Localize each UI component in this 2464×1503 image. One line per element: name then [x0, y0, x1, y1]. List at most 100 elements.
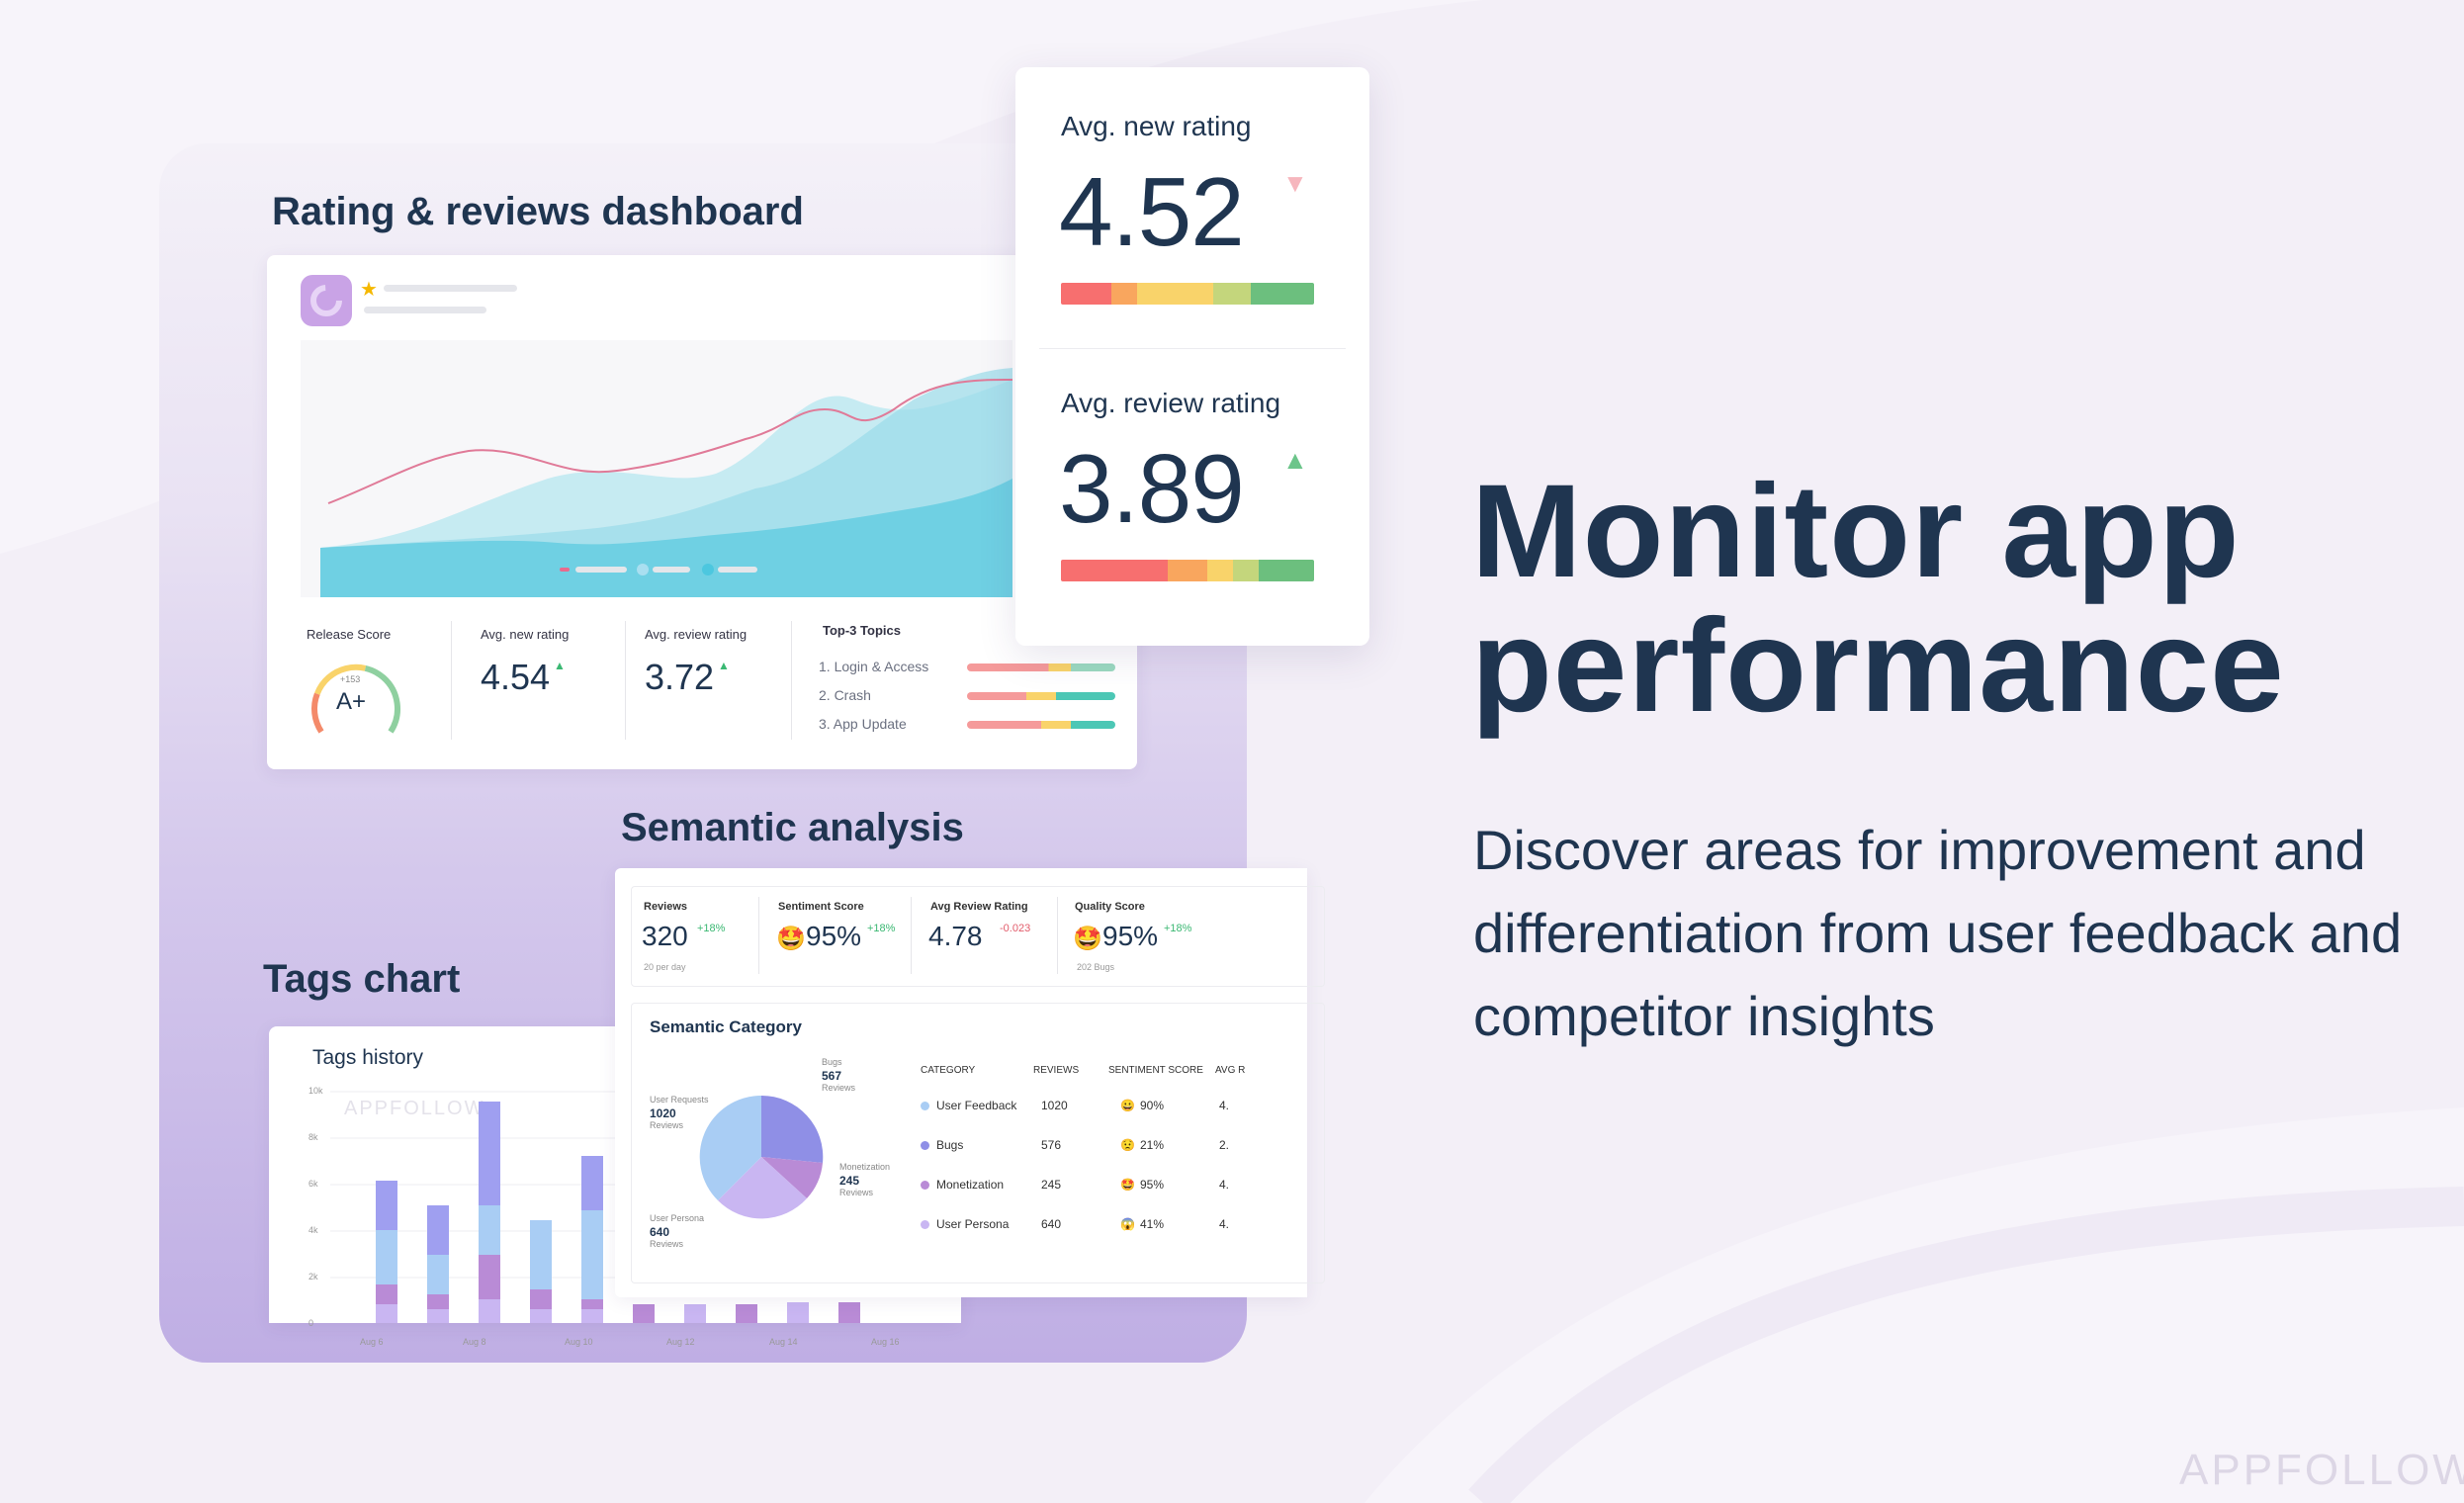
kpi-value: 4.78: [928, 921, 983, 951]
divider: [1039, 348, 1346, 349]
avg-review-rating-value: 3.89: [1059, 434, 1245, 543]
table-header: CATEGORY: [921, 1065, 976, 1076]
rating-segment: [1250, 283, 1314, 305]
tag-bar-segment: [633, 1304, 655, 1323]
category-name: Bugs: [936, 1138, 964, 1152]
pie-label-unit: Reviews: [839, 1188, 874, 1197]
tag-bar-segment: [376, 1181, 397, 1230]
tag-bar-segment: [479, 1102, 500, 1205]
rating-segment: [1111, 283, 1137, 305]
rating-segment: [1136, 283, 1213, 305]
rating-segment: [1212, 283, 1251, 305]
topic-sentiment-bar: [967, 721, 1115, 729]
dashboard-section-title: Rating & reviews dashboard: [272, 190, 804, 233]
topic-item: 3. App Update: [819, 716, 907, 732]
tag-bar-segment: [684, 1304, 706, 1323]
star-icon: ★: [360, 279, 378, 301]
pie-label-name: User Persona: [650, 1213, 705, 1223]
subheadline: Discover areas for improvement and diffe…: [1473, 819, 2403, 1047]
rating-segment: [1233, 560, 1259, 581]
table-header: SENTIMENT SCORE: [1108, 1065, 1203, 1076]
sentiment-emoji-icon: 😀: [1120, 1099, 1135, 1112]
y-tick-label: 4k: [308, 1225, 318, 1235]
avg-new-rating-value: 4.52: [1059, 157, 1245, 266]
tag-bar-segment: [581, 1210, 603, 1299]
top-topics-label: Top-3 Topics: [823, 623, 901, 638]
app-icon: [301, 275, 352, 326]
y-tick-label: 6k: [308, 1179, 318, 1189]
tag-bar-segment: [376, 1284, 397, 1304]
release-score-delta: +153: [340, 674, 361, 684]
avg-new-rating-label: Avg. new rating: [481, 627, 570, 642]
divider: [791, 621, 792, 740]
category-avg-rating: 4.: [1219, 1217, 1230, 1231]
category-sentiment: 95%: [1140, 1178, 1165, 1192]
tag-bar-segment: [479, 1299, 500, 1323]
sentiment-emoji-icon: 😱: [1120, 1217, 1135, 1231]
divider: [911, 897, 912, 974]
x-tick-label: Aug 8: [463, 1337, 486, 1347]
tag-bar-segment: [479, 1205, 500, 1255]
chart-legend: [560, 562, 817, 582]
trend-down-icon: ▼: [1282, 168, 1308, 198]
ratings-area-chart: [301, 340, 1013, 597]
tag-bar-segment: [736, 1304, 757, 1323]
release-score-label: Release Score: [307, 627, 392, 642]
avg-review-rating-label: Avg. review rating: [1061, 388, 1281, 418]
y-tick-label: 8k: [308, 1132, 318, 1142]
release-score-grade: A+: [336, 688, 367, 715]
sentiment-emoji-icon: 🤩: [1120, 1178, 1135, 1192]
y-tick-label: 2k: [308, 1272, 318, 1282]
dashboard-card: ★ Release Score +153 A+ Avg. new rati: [267, 255, 1137, 769]
subtitle-placeholder: [364, 307, 486, 313]
tag-bar-segment: [479, 1255, 500, 1299]
trend-up-icon: ▲: [718, 659, 730, 672]
semantic-category-panel: Semantic Category User Requests 1020 Rev…: [631, 1003, 1325, 1283]
divider: [1057, 897, 1058, 974]
kpi-label: Avg Review Rating: [930, 901, 1028, 913]
table-header: REVIEWS: [1033, 1065, 1080, 1076]
rating-segment: [1061, 560, 1168, 581]
topic-item: 2. Crash: [819, 687, 871, 703]
tag-bar-segment: [427, 1205, 449, 1255]
tag-bar-segment: [581, 1309, 603, 1323]
x-tick-label: Aug 12: [666, 1337, 695, 1347]
tags-card-title: Tags history: [312, 1046, 424, 1069]
review-rating-distribution-bar: [1061, 560, 1314, 581]
category-pie-chart: [699, 1095, 824, 1219]
x-tick-label: Aug 6: [360, 1337, 384, 1347]
topic-sentiment-bar: [967, 692, 1115, 700]
avg-new-rating-value: 4.54: [481, 657, 551, 697]
tag-bar-segment: [427, 1294, 449, 1309]
pie-label-value: 245: [839, 1174, 860, 1188]
tags-section-title: Tags chart: [263, 957, 461, 1001]
tag-bar-segment: [530, 1309, 552, 1323]
table-header: AVG R: [1215, 1065, 1246, 1076]
sentiment-emoji-icon: 😟: [1120, 1138, 1135, 1152]
headline: Monitor app performance: [1471, 465, 2285, 734]
pie-label-name: Bugs: [822, 1057, 842, 1067]
tag-bar-segment: [838, 1302, 860, 1323]
pie-label-name: Monetization: [839, 1162, 891, 1172]
category-avg-rating: 4.: [1219, 1178, 1230, 1192]
pie-label-name: User Requests: [650, 1095, 709, 1105]
topic-item: 1. Login & Access: [819, 659, 929, 674]
tag-bar-segment: [530, 1220, 552, 1289]
category-reviews: 640: [1041, 1217, 1062, 1231]
headline-line-1: Monitor app: [1471, 458, 2241, 605]
category-reviews: 576: [1041, 1138, 1062, 1152]
tag-bar-segment: [787, 1302, 809, 1323]
category-color-dot: [921, 1181, 929, 1190]
rating-summary-card: Avg. new rating 4.52 ▼ Avg. review ratin…: [1015, 67, 1369, 646]
star-struck-emoji-icon: 🤩: [1073, 926, 1102, 952]
pie-label-unit: Reviews: [822, 1083, 856, 1093]
category-name: User Feedback: [936, 1099, 1017, 1112]
brand-watermark: APPFOLLOW: [2179, 1446, 2464, 1494]
kpi-sub: 20 per day: [644, 962, 686, 972]
divider: [625, 621, 626, 740]
title-placeholder: [384, 285, 517, 292]
divider: [451, 621, 452, 740]
avg-new-rating-label: Avg. new rating: [1061, 111, 1252, 141]
tag-bar-segment: [581, 1156, 603, 1210]
pie-label-unit: Reviews: [650, 1120, 684, 1130]
